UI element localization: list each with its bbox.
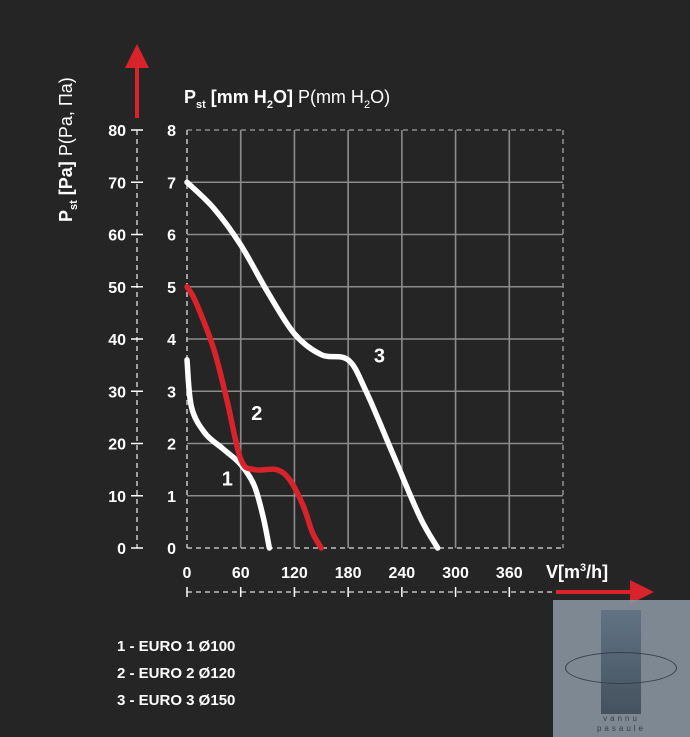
series-label-1: 1 bbox=[222, 468, 233, 490]
watermark-text-1: vannu bbox=[603, 714, 640, 723]
left-y-title-unit: [Pa] bbox=[56, 161, 76, 200]
right-y-tick-label: 1 bbox=[167, 489, 176, 506]
right-y-tick-label: 3 bbox=[167, 384, 176, 401]
x-tick-label: 240 bbox=[389, 565, 416, 582]
series-label-3: 3 bbox=[374, 346, 385, 368]
right-y-tick-label: 6 bbox=[167, 228, 176, 245]
left-y-tick-label: 50 bbox=[108, 280, 126, 297]
left-y-title-alt: P(Pa, Па) bbox=[56, 77, 76, 161]
x-axis-title: V[m3/h] bbox=[546, 562, 608, 582]
x-tick-label: 360 bbox=[496, 565, 523, 582]
x-title-end: /h] bbox=[586, 562, 608, 582]
left-y-axis-title: Pst [Pa] P(Pa, Па) bbox=[56, 77, 80, 222]
right-y-title-sub: st bbox=[196, 99, 206, 111]
right-y-tick-label: 7 bbox=[167, 175, 176, 192]
left-y-tick-label: 60 bbox=[108, 228, 126, 245]
right-y-axis-title: Pst [mm H2O] P(mm H2O) bbox=[184, 87, 390, 111]
series-label-2: 2 bbox=[251, 403, 262, 425]
curve-series-3 bbox=[184, 179, 441, 551]
right-y-title-alt-sub: 2 bbox=[364, 99, 370, 111]
y-axis-arrow bbox=[125, 44, 149, 118]
right-y-tick-label: 8 bbox=[167, 123, 176, 140]
right-y-tick-label: 0 bbox=[167, 541, 176, 558]
x-title-main: V bbox=[546, 562, 558, 582]
right-y-title-alt-b: O) bbox=[370, 87, 390, 107]
left-y-tick-labels: 0 10 20 30 40 50 60 70 80 bbox=[108, 123, 143, 558]
left-y-tick-label: 80 bbox=[108, 123, 126, 140]
chart-legend: 1 - EURO 1 Ø100 2 - EURO 2 Ø120 3 - EURO… bbox=[117, 633, 235, 714]
left-y-title-sub: st bbox=[68, 200, 80, 210]
x-tick-label: 60 bbox=[232, 565, 250, 582]
right-y-tick-label: 4 bbox=[167, 332, 176, 349]
legend-item: 2 - EURO 2 Ø120 bbox=[117, 665, 236, 682]
left-y-tick-label: 20 bbox=[108, 437, 126, 454]
left-y-tick-label: 0 bbox=[117, 541, 126, 558]
x-tick-label: 0 bbox=[183, 565, 192, 582]
watermark-arc bbox=[565, 652, 677, 684]
left-y-tick-label: 40 bbox=[108, 332, 126, 349]
x-title-unit: [m bbox=[558, 562, 580, 582]
watermark-text-2: pasaule bbox=[596, 724, 647, 733]
x-title-sup: 3 bbox=[580, 562, 586, 574]
chart-grid bbox=[187, 129, 564, 548]
left-y-title-main: P bbox=[56, 210, 76, 222]
x-tick-labels: 0 60 120 180 240 300 360 bbox=[183, 565, 523, 597]
right-y-title-unit-b: O] bbox=[273, 87, 293, 107]
right-y-title-unit-sub: 2 bbox=[267, 99, 273, 111]
chart-curves bbox=[184, 179, 441, 551]
left-y-tick-label: 10 bbox=[108, 489, 126, 506]
x-axis-arrow bbox=[556, 580, 654, 604]
right-y-title-main: P bbox=[184, 87, 196, 107]
curve-series-2 bbox=[184, 284, 325, 551]
legend-item: 3 - EURO 3 Ø150 bbox=[117, 692, 236, 709]
series-labels: 1 2 3 bbox=[222, 346, 385, 491]
right-y-title-unit-a: [mm H bbox=[206, 87, 267, 107]
x-tick-label: 180 bbox=[335, 565, 362, 582]
x-tick-label: 120 bbox=[281, 565, 308, 582]
left-y-tick-label: 70 bbox=[108, 175, 126, 192]
right-y-title-alt-a: P(mm H bbox=[293, 87, 364, 107]
curve-series-1 bbox=[184, 357, 273, 551]
left-y-tick-label: 30 bbox=[108, 384, 126, 401]
legend-item: 1 - EURO 1 Ø100 bbox=[117, 638, 236, 655]
right-y-tick-label: 5 bbox=[167, 280, 176, 297]
x-tick-label: 300 bbox=[442, 565, 469, 582]
watermark-logo: vannu pasaule bbox=[553, 600, 690, 737]
right-y-tick-label: 2 bbox=[167, 437, 176, 454]
right-y-tick-labels: 0 1 2 3 4 5 6 7 8 bbox=[167, 123, 176, 558]
